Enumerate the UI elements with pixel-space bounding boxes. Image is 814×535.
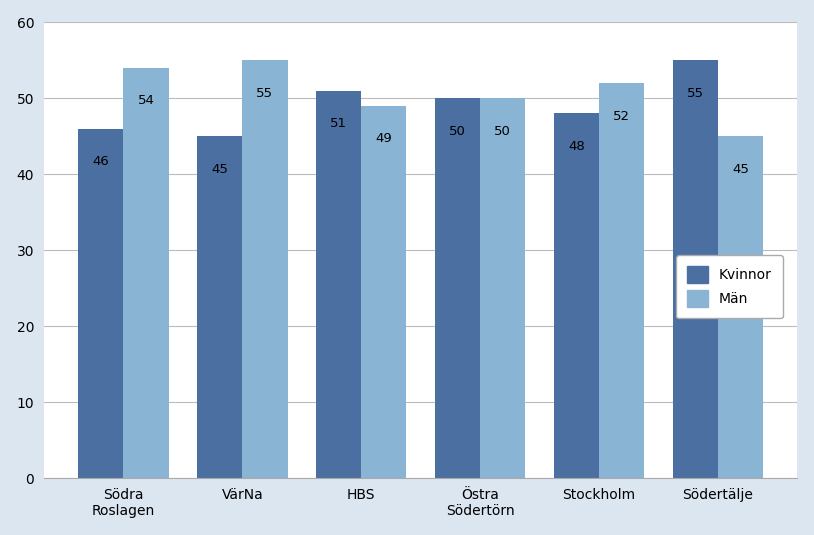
Bar [435,98,480,478]
Bar [78,128,124,478]
Bar [316,90,361,478]
Text: 45: 45 [732,163,749,176]
Bar [599,83,644,478]
Bar [197,136,243,478]
Text: 46: 46 [93,155,109,168]
Text: 48: 48 [568,140,584,153]
Text: 52: 52 [613,110,630,123]
Text: 45: 45 [212,163,228,176]
Bar [554,113,599,478]
Text: 54: 54 [138,94,155,108]
Bar [718,136,763,478]
Text: 55: 55 [256,87,274,100]
Legend: Kvinnor, Män: Kvinnor, Män [676,255,783,318]
Bar [361,106,406,478]
Bar [124,68,168,478]
Text: 51: 51 [330,117,347,130]
Text: 50: 50 [494,125,511,138]
Text: 55: 55 [687,87,704,100]
Bar [480,98,525,478]
Bar [243,60,287,478]
Text: 49: 49 [375,133,392,146]
Bar [672,60,718,478]
Text: 50: 50 [449,125,466,138]
